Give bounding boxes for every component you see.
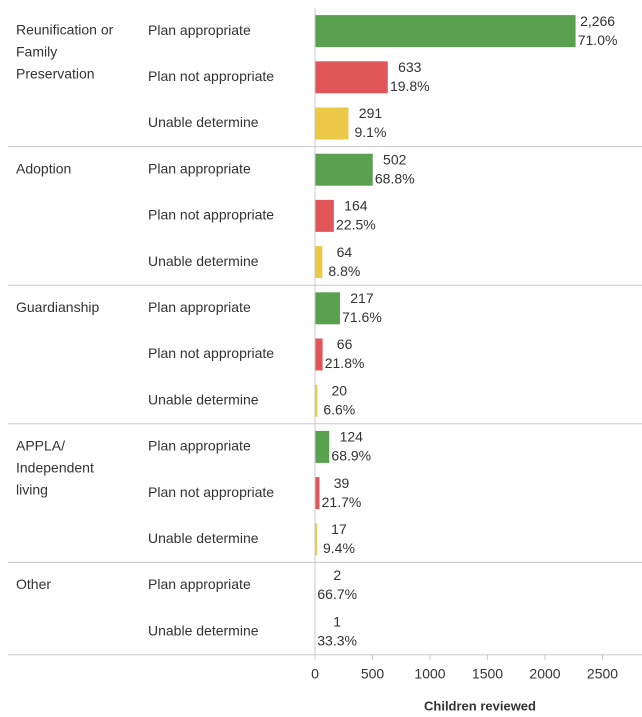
value-label: 66 (337, 336, 353, 352)
percent-label: 66.7% (317, 586, 357, 602)
x-axis-title: Children reviewed (424, 698, 536, 713)
value-label: 217 (350, 290, 374, 306)
bar (315, 523, 317, 556)
group-label: Independent (16, 460, 94, 476)
value-label: 2 (333, 567, 341, 583)
value-label: 291 (359, 105, 383, 121)
group-label: living (16, 482, 48, 498)
percent-label: 21.7% (322, 494, 362, 510)
category-label: Plan appropriate (148, 299, 251, 315)
value-label: 633 (398, 59, 422, 75)
category-label: Unable determine (148, 114, 259, 130)
x-tick-label: 500 (361, 666, 385, 682)
percent-label: 33.3% (317, 632, 357, 648)
group-label: Reunification or (16, 22, 114, 38)
bar (315, 477, 320, 510)
value-label: 20 (332, 382, 348, 398)
bar (315, 107, 349, 140)
x-tick-label: 0 (311, 666, 319, 682)
percent-label: 71.0% (578, 32, 618, 48)
percent-label: 9.1% (355, 124, 387, 140)
category-label: Plan appropriate (148, 22, 251, 38)
x-tick-label: 1000 (414, 666, 445, 682)
value-label: 124 (340, 429, 364, 445)
percent-label: 22.5% (336, 217, 376, 233)
category-label: Unable determine (148, 622, 259, 638)
group-label: Family (16, 44, 57, 60)
category-label: Unable determine (148, 530, 259, 546)
value-label: 39 (334, 475, 350, 491)
group-label: Other (16, 576, 51, 592)
category-label: Unable determine (148, 253, 259, 269)
value-label: 64 (337, 244, 353, 260)
category-label: Plan not appropriate (148, 484, 274, 500)
category-label: Plan appropriate (148, 576, 251, 592)
percent-label: 68.9% (331, 448, 371, 464)
value-label: 2,266 (580, 13, 615, 29)
percent-label: 9.4% (323, 540, 355, 556)
bar (315, 199, 334, 232)
x-tick-label: 2500 (587, 666, 618, 682)
category-label: Plan not appropriate (148, 345, 274, 361)
bar (315, 246, 323, 279)
value-label: 164 (344, 198, 368, 214)
group-label: Preservation (16, 66, 95, 82)
bar (315, 292, 340, 325)
group-label: Adoption (16, 160, 71, 176)
category-label: Plan appropriate (148, 160, 251, 176)
bar (315, 153, 373, 186)
category-label: Unable determine (148, 391, 259, 407)
value-label: 502 (383, 151, 407, 167)
percent-label: 8.8% (328, 263, 360, 279)
percent-label: 71.6% (342, 309, 382, 325)
category-label: Plan appropriate (148, 438, 251, 454)
value-label: 1 (333, 613, 341, 629)
bar (315, 384, 318, 417)
x-tick-label: 1500 (472, 666, 503, 682)
group-label: Guardianship (16, 299, 99, 315)
group-label: APPLA/ (16, 438, 65, 454)
percent-label: 21.8% (325, 355, 365, 371)
bar (315, 338, 323, 371)
bar (315, 61, 388, 94)
x-tick-label: 2000 (529, 666, 560, 682)
bar (315, 430, 330, 463)
percent-label: 68.8% (375, 170, 415, 186)
bar (315, 15, 576, 48)
percent-label: 19.8% (390, 78, 430, 94)
value-label: 17 (331, 521, 347, 537)
category-label: Plan not appropriate (148, 68, 274, 84)
category-label: Plan not appropriate (148, 207, 274, 223)
percent-label: 6.6% (323, 401, 355, 417)
